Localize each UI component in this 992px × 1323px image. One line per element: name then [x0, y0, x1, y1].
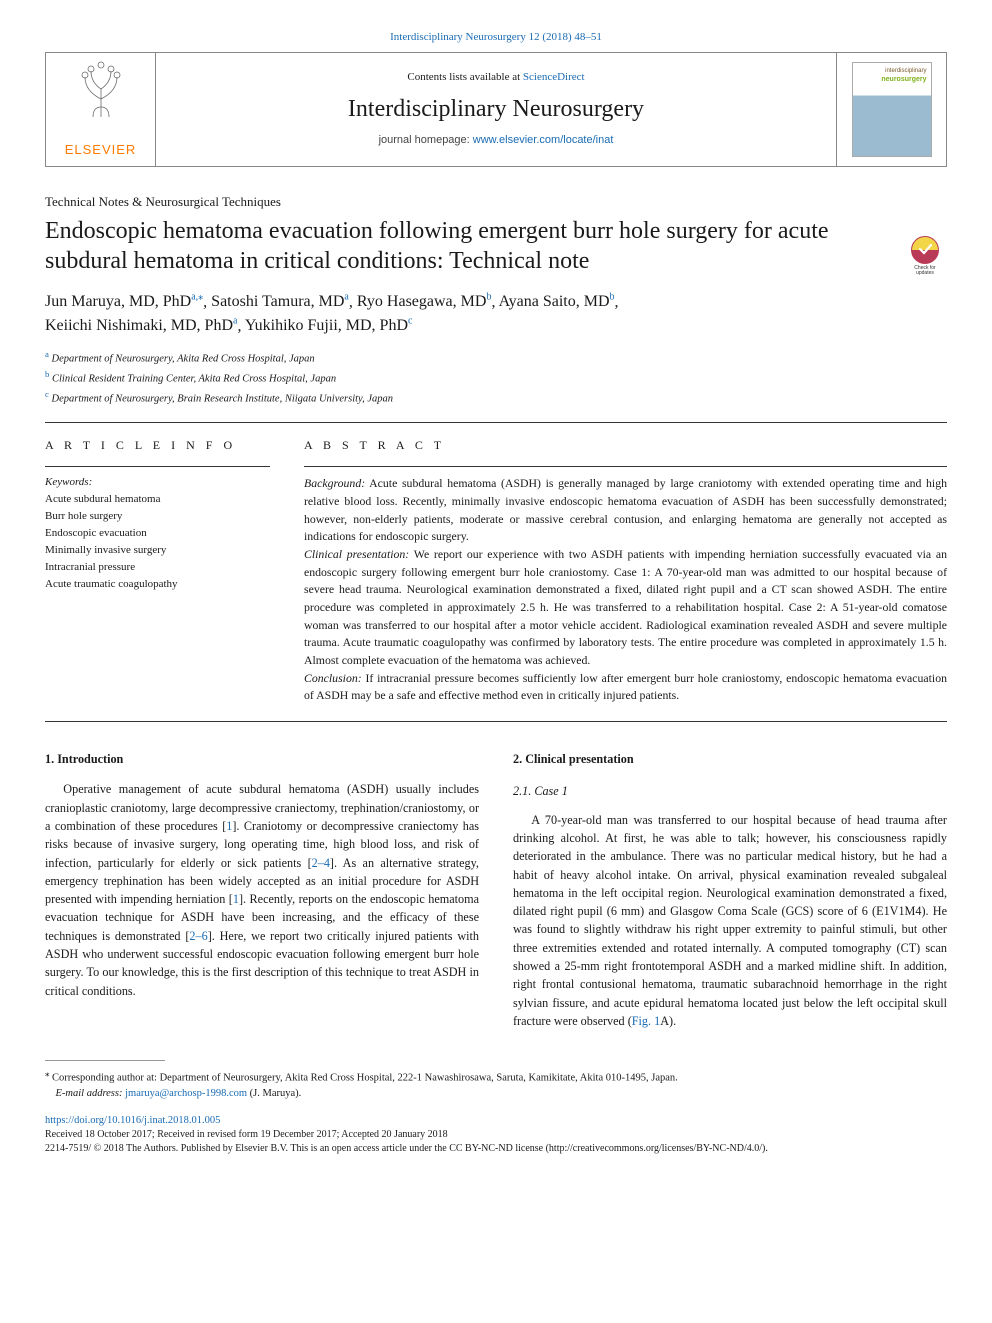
left-column: 1. Introduction Operative management of … [45, 750, 479, 1030]
section-heading: 2. Clinical presentation [513, 750, 947, 768]
copyright-line: 2214-7519/ © 2018 The Authors. Published… [45, 1142, 947, 1156]
svg-text:updates: updates [916, 270, 934, 276]
citation-link[interactable]: 2–6 [189, 929, 207, 943]
author-name: Satoshi Tamura, MD [211, 293, 344, 310]
abstract-text: We report our experience with two ASDH p… [304, 547, 947, 667]
affil-mark: c [45, 389, 49, 399]
publisher-cell: ELSEVIER [46, 53, 156, 166]
right-column: 2. Clinical presentation 2.1. Case 1 A 7… [513, 750, 947, 1030]
abstract-text: Acute subdural hematoma (ASDH) is genera… [304, 476, 947, 543]
text-run: A 70-year-old man was transferred to our… [513, 813, 947, 1028]
author: Yukihiko Fujii, MD, PhDc [245, 317, 413, 334]
publisher-wordmark: ELSEVIER [65, 141, 137, 160]
sciencedirect-link[interactable]: ScienceDirect [523, 71, 585, 83]
author: Jun Maruya, MD, PhDa,⁎ [45, 293, 203, 310]
article-info-column: A R T I C L E I N F O Keywords: Acute su… [45, 423, 270, 705]
abstract-body: Background: Acute subdural hematoma (ASD… [304, 475, 947, 705]
author-name: Yukihiko Fujii, MD, PhD [245, 317, 408, 334]
body-two-column: 1. Introduction Operative management of … [45, 750, 947, 1030]
author-name: Ryo Hasegawa, MD [357, 293, 487, 310]
footnote-rule [45, 1060, 165, 1061]
email-tail: (J. Maruya). [247, 1088, 301, 1099]
journal-header: ELSEVIER Contents lists available at Sci… [45, 52, 947, 167]
affiliation: c Department of Neurosurgery, Brain Rese… [45, 388, 947, 408]
homepage-link[interactable]: www.elsevier.com/locate/inat [473, 134, 614, 146]
keyword: Minimally invasive surgery [45, 542, 270, 559]
rule [45, 721, 947, 722]
author-mark: a,⁎ [191, 292, 203, 303]
header-middle: Contents lists available at ScienceDirec… [156, 53, 836, 166]
paragraph: A 70-year-old man was transferred to our… [513, 811, 947, 1031]
author-list: Jun Maruya, MD, PhDa,⁎, Satoshi Tamura, … [45, 290, 947, 339]
affil-text: Clinical Resident Training Center, Akita… [52, 374, 336, 385]
figure-link[interactable]: Fig. 1 [632, 1014, 660, 1028]
rule [304, 466, 947, 467]
text-run: A). [660, 1014, 676, 1028]
author: Ryo Hasegawa, MDb [357, 293, 492, 310]
keyword: Burr hole surgery [45, 508, 270, 525]
running-head: Interdisciplinary Neurosurgery 12 (2018)… [45, 30, 947, 46]
citation-link[interactable]: 2–4 [312, 856, 330, 870]
history-line: Received 18 October 2017; Received in re… [45, 1128, 947, 1142]
author-name: Jun Maruya, MD, PhD [45, 293, 191, 310]
affiliation: b Clinical Resident Training Center, Aki… [45, 368, 947, 388]
article-section-label: Technical Notes & Neurosurgical Techniqu… [45, 193, 947, 212]
author-name: Ayana Saito, MD [499, 293, 610, 310]
affil-mark: b [45, 369, 49, 379]
journal-title: Interdisciplinary Neurosurgery [348, 92, 644, 127]
abstract-heading: A B S T R A C T [304, 437, 947, 454]
affil-mark: a [45, 349, 49, 359]
article-info-heading: A R T I C L E I N F O [45, 437, 270, 454]
running-head-link[interactable]: Interdisciplinary Neurosurgery 12 (2018)… [390, 31, 602, 43]
affil-text: Department of Neurosurgery, Brain Resear… [52, 393, 394, 404]
author: Satoshi Tamura, MDa [211, 293, 349, 310]
affiliation: a Department of Neurosurgery, Akita Red … [45, 348, 947, 368]
contents-prefix: Contents lists available at [407, 71, 522, 83]
author-name: Keiichi Nishimaki, MD, PhD [45, 317, 233, 334]
author: Ayana Saito, MDb [499, 293, 615, 310]
check-for-updates-icon[interactable]: Check for updates [903, 232, 947, 276]
keyword: Intracranial pressure [45, 559, 270, 576]
keywords-label: Keywords: [45, 475, 270, 491]
author: Keiichi Nishimaki, MD, PhDa [45, 317, 237, 334]
abstract-label: Clinical presentation: [304, 547, 409, 561]
affiliation-list: a Department of Neurosurgery, Akita Red … [45, 348, 947, 407]
subsection-heading: 2.1. Case 1 [513, 782, 947, 800]
email-link[interactable]: jmaruya@archosp-1998.com [125, 1088, 247, 1099]
abstract-label: Background: [304, 476, 365, 490]
abstract-column: A B S T R A C T Background: Acute subdur… [304, 423, 947, 705]
abstract-text: If intracranial pressure becomes suffici… [304, 671, 947, 703]
keyword: Endoscopic evacuation [45, 525, 270, 542]
author-mark: b [610, 292, 615, 303]
article-title: Endoscopic hematoma evacuation following… [45, 216, 845, 276]
abstract-label: Conclusion: [304, 671, 362, 685]
rule [45, 466, 270, 467]
keyword: Acute subdural hematoma [45, 491, 270, 508]
doi-link[interactable]: https://doi.org/10.1016/j.inat.2018.01.0… [45, 1115, 220, 1126]
doi-line: https://doi.org/10.1016/j.inat.2018.01.0… [45, 1113, 947, 1128]
homepage-prefix: journal homepage: [379, 134, 473, 146]
author-mark: a [233, 316, 237, 327]
author-mark: a [344, 292, 348, 303]
corr-text: Corresponding author at: Department of N… [49, 1073, 677, 1084]
keyword: Acute traumatic coagulopathy [45, 576, 270, 593]
journal-cover-thumb [852, 62, 932, 157]
email-label: E-mail address: [56, 1088, 126, 1099]
homepage-line: journal homepage: www.elsevier.com/locat… [379, 133, 614, 149]
affil-text: Department of Neurosurgery, Akita Red Cr… [52, 354, 315, 365]
corresponding-footnote: ⁎ Corresponding author at: Department of… [45, 1067, 947, 1086]
cover-cell [836, 53, 946, 166]
email-footnote: E-mail address: jmaruya@archosp-1998.com… [45, 1086, 947, 1101]
contents-line: Contents lists available at ScienceDirec… [407, 70, 584, 86]
author-mark: b [486, 292, 491, 303]
author-mark: c [408, 316, 412, 327]
elsevier-tree-icon [71, 59, 131, 119]
section-heading: 1. Introduction [45, 750, 479, 768]
paragraph: Operative management of acute subdural h… [45, 780, 479, 1000]
